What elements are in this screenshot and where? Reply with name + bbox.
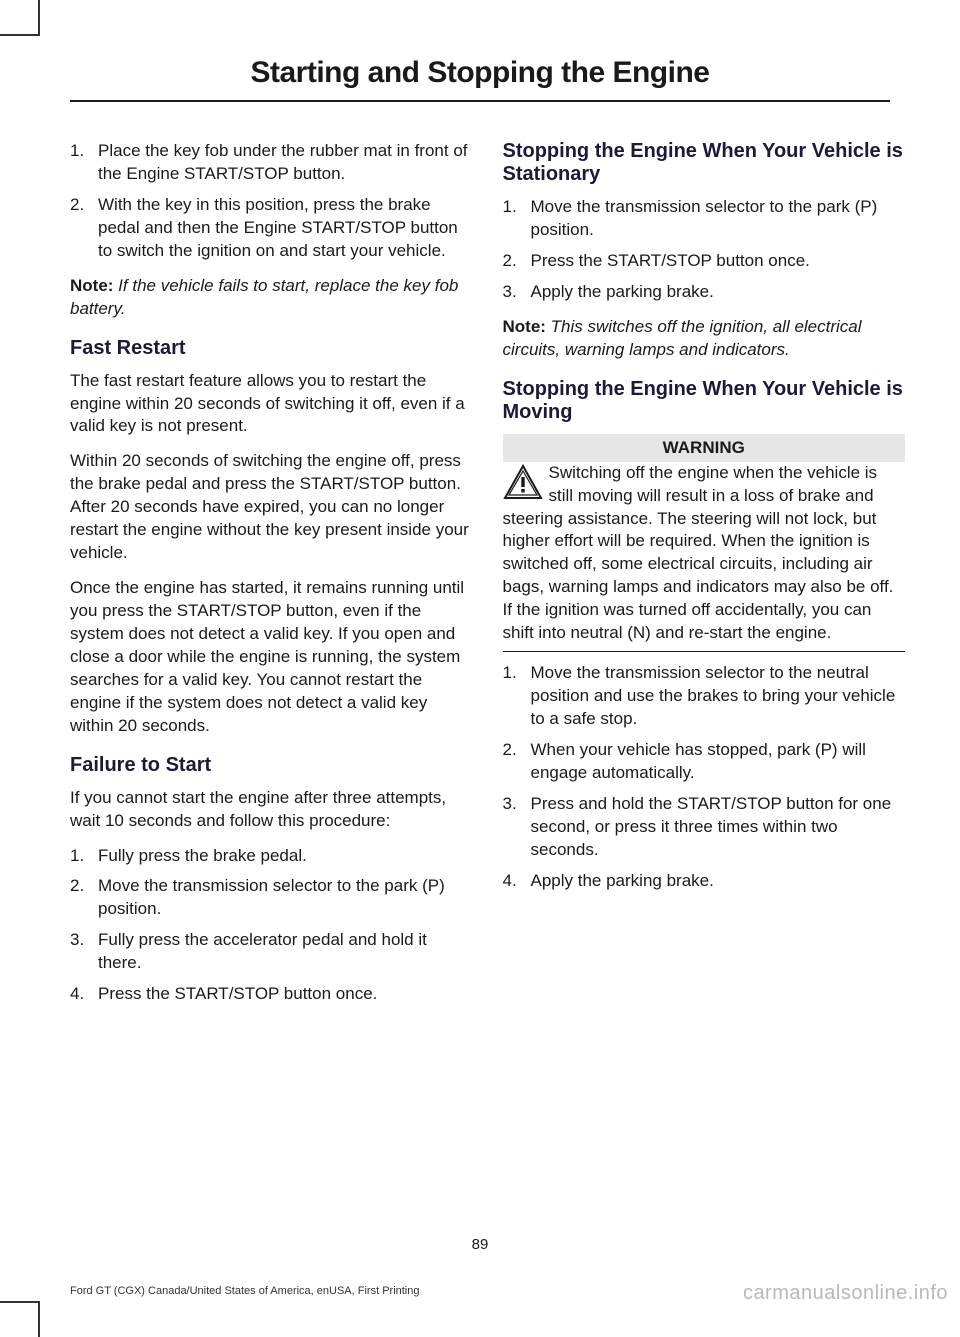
step-text: Move the transmission selector to the pa… [98,875,473,921]
crop-mark-top-left [0,0,40,36]
list-item: 3.Apply the parking brake. [503,281,906,304]
list-item: 2.Move the transmission selector to the … [70,875,473,921]
list-item: 1.Place the key fob under the rubber mat… [70,140,473,186]
note-label: Note: [503,317,546,336]
list-item: 2.With the key in this position, press t… [70,194,473,263]
step-number: 2. [70,194,98,263]
moving-steps: 1.Move the transmission selector to the … [503,662,906,892]
step-number: 3. [503,281,531,304]
note-block: Note: If the vehicle fails to start, rep… [70,275,473,321]
step-number: 1. [503,196,531,242]
heading-fast-restart: Fast Restart [70,337,473,360]
step-number: 4. [503,870,531,893]
page-number: 89 [0,1236,960,1253]
footer-left: Ford GT (CGX) Canada/United States of Am… [70,1285,420,1297]
step-number: 1. [70,845,98,868]
crop-mark-bottom-left [0,1301,40,1337]
left-column: 1.Place the key fob under the rubber mat… [70,140,473,1018]
step-text: Press and hold the START/STOP button for… [531,793,906,862]
step-number: 1. [503,662,531,731]
note-body: This switches off the ignition, all elec… [503,317,862,359]
heading-stopping-stationary: Stopping the Engine When Your Vehicle is… [503,140,906,186]
body-text: If you cannot start the engine after thr… [70,787,473,833]
list-item: 3.Fully press the accelerator pedal and … [70,929,473,975]
warning-block: Switching off the engine when the vehicl… [503,462,906,653]
step-text: Place the key fob under the rubber mat i… [98,140,473,186]
list-item: 4.Press the START/STOP button once. [70,983,473,1006]
list-item: 1.Move the transmission selector to the … [503,662,906,731]
warning-text: Switching off the engine when the vehicl… [503,462,906,646]
step-text: Move the transmission selector to the ne… [531,662,906,731]
failure-steps: 1.Fully press the brake pedal. 2.Move th… [70,845,473,1007]
step-text: Apply the parking brake. [531,870,714,893]
step-number: 1. [70,140,98,186]
content-area: 1.Place the key fob under the rubber mat… [70,140,905,1018]
step-number: 4. [70,983,98,1006]
note-block: Note: This switches off the ignition, al… [503,316,906,362]
list-item: 2.Press the START/STOP button once. [503,250,906,273]
step-number: 2. [503,250,531,273]
step-number: 2. [70,875,98,921]
step-text: Press the START/STOP button once. [531,250,810,273]
step-number: 2. [503,739,531,785]
step-text: Move the transmission selector to the pa… [531,196,906,242]
stationary-steps: 1.Move the transmission selector to the … [503,196,906,304]
list-item: 1.Move the transmission selector to the … [503,196,906,242]
step-text: Fully press the accelerator pedal and ho… [98,929,473,975]
step-number: 3. [70,929,98,975]
step-number: 3. [503,793,531,862]
step-text: Apply the parking brake. [531,281,714,304]
list-item: 3.Press and hold the START/STOP button f… [503,793,906,862]
body-text: Within 20 seconds of switching the engin… [70,450,473,565]
list-item: 2.When your vehicle has stopped, park (P… [503,739,906,785]
list-item: 1.Fully press the brake pedal. [70,845,473,868]
step-text: With the key in this position, press the… [98,194,473,263]
note-label: Note: [70,276,113,295]
page-title: Starting and Stopping the Engine [70,56,890,102]
warning-triangle-icon [503,464,543,500]
body-text: The fast restart feature allows you to r… [70,370,473,439]
body-text: Once the engine has started, it remains … [70,577,473,738]
warning-heading: WARNING [503,434,906,462]
step-text: Fully press the brake pedal. [98,845,307,868]
watermark: carmanualsonline.info [743,1282,948,1305]
key-fob-steps: 1.Place the key fob under the rubber mat… [70,140,473,263]
step-text: When your vehicle has stopped, park (P) … [531,739,906,785]
heading-stopping-moving: Stopping the Engine When Your Vehicle is… [503,378,906,424]
heading-failure-to-start: Failure to Start [70,754,473,777]
note-body: If the vehicle fails to start, replace t… [70,276,458,318]
step-text: Press the START/STOP button once. [98,983,377,1006]
right-column: Stopping the Engine When Your Vehicle is… [503,140,906,1018]
list-item: 4.Apply the parking brake. [503,870,906,893]
